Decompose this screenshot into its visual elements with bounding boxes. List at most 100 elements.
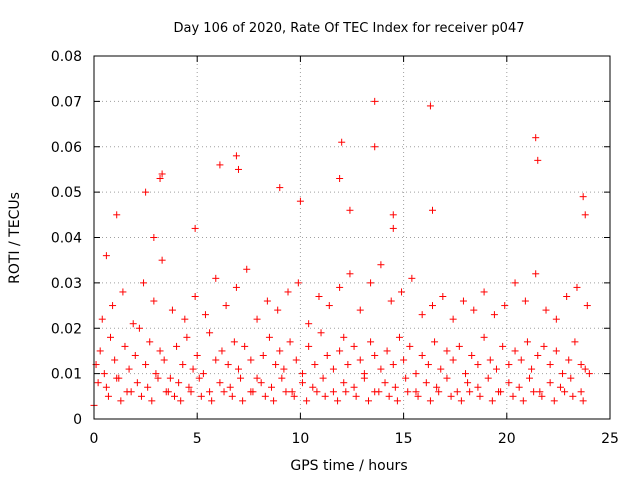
- data-point: [239, 397, 247, 405]
- data-point: [367, 338, 375, 346]
- data-point: [234, 365, 242, 373]
- data-point: [563, 292, 571, 300]
- data-point: [156, 175, 164, 183]
- grid: [94, 56, 610, 419]
- data-point: [160, 356, 168, 364]
- data-point: [232, 283, 240, 291]
- data-point: [121, 342, 129, 350]
- data-point: [367, 279, 375, 287]
- data-point: [329, 388, 337, 396]
- data-point: [422, 379, 430, 387]
- data-point: [212, 356, 220, 364]
- data-point: [199, 370, 207, 378]
- data-point: [501, 302, 509, 310]
- data-point: [395, 333, 403, 341]
- data-point: [480, 288, 488, 296]
- data-point: [532, 134, 540, 142]
- data-point: [486, 356, 494, 364]
- data-point: [528, 365, 536, 373]
- data-point: [175, 379, 183, 387]
- y-tick-label: 0.04: [51, 231, 82, 247]
- data-point: [356, 306, 364, 314]
- data-point: [579, 397, 587, 405]
- data-point: [408, 274, 416, 282]
- data-point: [455, 342, 463, 350]
- data-point: [550, 397, 558, 405]
- y-tick-label: 0.07: [51, 94, 82, 110]
- data-point: [371, 351, 379, 359]
- data-point: [183, 333, 191, 341]
- data-point: [270, 397, 278, 405]
- data-point: [208, 397, 216, 405]
- data-point: [577, 361, 585, 369]
- data-point: [398, 288, 406, 296]
- data-point: [104, 392, 112, 400]
- data-point: [356, 356, 364, 364]
- data-point: [464, 379, 472, 387]
- data-point: [117, 397, 125, 405]
- data-points: [90, 97, 593, 409]
- data-point: [381, 379, 389, 387]
- data-point: [329, 365, 337, 373]
- data-point: [579, 193, 587, 201]
- data-point: [315, 292, 323, 300]
- y-axis-label: ROTI / TECUs: [7, 192, 23, 284]
- data-point: [276, 347, 284, 355]
- data-point: [393, 397, 401, 405]
- x-tick-label: 25: [601, 431, 619, 447]
- data-point: [98, 315, 106, 323]
- data-point: [292, 356, 300, 364]
- data-point: [321, 392, 329, 400]
- data-point: [206, 329, 214, 337]
- data-point: [449, 315, 457, 323]
- data-point: [540, 342, 548, 350]
- data-point: [305, 342, 313, 350]
- data-point: [470, 306, 478, 314]
- y-tick-label: 0.08: [51, 49, 82, 65]
- data-point: [133, 379, 141, 387]
- data-point: [187, 388, 195, 396]
- data-point: [274, 306, 282, 314]
- data-point: [538, 392, 546, 400]
- data-point: [282, 388, 290, 396]
- data-point: [319, 374, 327, 382]
- data-point: [193, 351, 201, 359]
- data-point: [303, 397, 311, 405]
- data-point: [480, 333, 488, 341]
- data-point: [257, 379, 265, 387]
- y-tick-label: 0.03: [51, 276, 82, 292]
- data-point: [113, 374, 121, 382]
- data-point: [96, 347, 104, 355]
- data-point: [519, 397, 527, 405]
- data-point: [206, 388, 214, 396]
- data-point: [263, 297, 271, 305]
- data-point: [102, 383, 110, 391]
- data-point: [449, 356, 457, 364]
- data-point: [412, 388, 420, 396]
- x-tick-label: 20: [498, 431, 516, 447]
- data-point: [220, 388, 228, 396]
- data-point: [296, 197, 304, 205]
- data-point: [218, 347, 226, 355]
- data-point: [224, 361, 232, 369]
- data-point: [191, 292, 199, 300]
- data-point: [230, 338, 238, 346]
- x-tick-label: 10: [291, 431, 309, 447]
- data-point: [298, 370, 306, 378]
- data-point: [226, 383, 234, 391]
- data-point: [140, 279, 148, 287]
- data-point: [530, 388, 538, 396]
- data-point: [404, 388, 412, 396]
- data-point: [284, 288, 292, 296]
- data-point: [162, 388, 170, 396]
- y-tick-labels: 0 0.01 0.02 0.03 0.04 0.05 0.06 0.07 0.08: [51, 49, 82, 428]
- x-tick-label: 0: [90, 431, 99, 447]
- plot-frame: [93, 55, 611, 420]
- data-point: [119, 288, 127, 296]
- data-point: [247, 356, 255, 364]
- data-point: [536, 388, 544, 396]
- data-point: [509, 392, 517, 400]
- data-point: [511, 279, 519, 287]
- data-point: [497, 388, 505, 396]
- data-point: [569, 392, 577, 400]
